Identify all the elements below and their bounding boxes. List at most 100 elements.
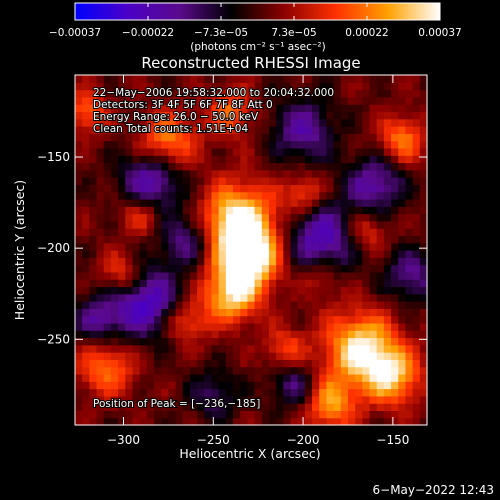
heatmap-cell — [312, 177, 320, 185]
heatmap-cell — [261, 352, 270, 360]
heatmap-cell — [175, 191, 184, 200]
heatmap-cell — [383, 155, 392, 164]
heatmap-cell — [276, 250, 284, 258]
heatmap-cell — [154, 206, 162, 215]
heatmap-cell — [197, 410, 205, 419]
heatmap-cell — [168, 206, 177, 215]
heatmap-cell — [96, 111, 105, 120]
heatmap-cell — [347, 133, 356, 142]
heatmap-cell — [254, 250, 263, 258]
heatmap-cell — [247, 89, 256, 98]
heatmap-cell — [211, 82, 220, 91]
annotation-clean-counts: Clean Total counts: 1.51E+04 — [93, 123, 248, 135]
heatmap-cell — [110, 359, 119, 368]
heatmap-cell — [412, 133, 421, 142]
heatmap-cell — [139, 133, 148, 142]
heatmap-cell — [326, 177, 335, 185]
heatmap-cell — [362, 395, 371, 404]
heatmap-cell — [333, 344, 342, 353]
heatmap-cell — [96, 133, 105, 142]
heatmap-cell — [304, 220, 313, 229]
heatmap-cell — [168, 184, 177, 193]
heatmap-cell — [103, 228, 112, 237]
heatmap-cell — [276, 111, 284, 120]
heatmap-cell — [391, 82, 399, 91]
heatmap-cell — [182, 403, 191, 412]
heatmap-cell — [146, 403, 155, 412]
heatmap-cell — [326, 133, 335, 142]
heatmap-cell — [247, 308, 256, 317]
heatmap-cell — [304, 184, 313, 193]
heatmap-cell — [82, 271, 90, 280]
heatmap-cell — [240, 257, 248, 266]
heatmap-cell — [398, 373, 407, 382]
heatmap-cell — [290, 301, 299, 309]
heatmap-cell — [132, 111, 141, 120]
heatmap-cell — [240, 177, 248, 185]
heatmap-cell — [376, 184, 385, 193]
heatmap-cell — [161, 147, 169, 156]
heatmap-cell — [75, 293, 83, 302]
heatmap-cell — [347, 352, 356, 360]
heatmap-cell — [319, 213, 328, 222]
heatmap-cell — [197, 322, 205, 331]
heatmap-cell — [376, 111, 385, 120]
heatmap-cell — [304, 198, 313, 207]
heatmap-cell — [132, 96, 141, 105]
heatmap-cell — [161, 337, 169, 346]
heatmap-cell — [340, 147, 349, 156]
heatmap-cell — [110, 366, 119, 375]
heatmap-cell — [419, 315, 428, 324]
heatmap-cell — [254, 337, 263, 346]
heatmap-cell — [225, 366, 234, 375]
heatmap-cell — [376, 388, 385, 397]
heatmap-cell — [82, 322, 90, 331]
heatmap-cell — [103, 279, 112, 288]
heatmap-cell — [261, 213, 270, 222]
heatmap-cell — [154, 417, 162, 426]
heatmap-cell — [247, 352, 256, 360]
heatmap-cell — [355, 293, 363, 302]
heatmap-cell — [419, 257, 428, 266]
heatmap-cell — [154, 322, 162, 331]
heatmap-cell — [75, 82, 83, 91]
heatmap-cell — [75, 308, 83, 317]
heatmap-cell — [82, 250, 90, 258]
heatmap-cell — [340, 75, 349, 83]
heatmap-cell — [347, 206, 356, 215]
heatmap-cell — [89, 315, 98, 324]
heatmap-cell — [297, 395, 306, 404]
heatmap-cell — [182, 257, 191, 266]
heatmap-cell — [376, 235, 385, 244]
heatmap-cell — [419, 126, 428, 134]
heatmap-cell — [405, 177, 414, 185]
heatmap-cell — [139, 104, 148, 113]
heatmap-cell — [154, 220, 162, 229]
heatmap-cell — [175, 264, 184, 273]
heatmap-cell — [89, 264, 98, 273]
heatmap-cell — [312, 191, 320, 200]
heatmap-cell — [297, 104, 306, 113]
heatmap-cell — [268, 162, 277, 171]
heatmap-cell — [312, 162, 320, 171]
heatmap-cell — [290, 126, 299, 134]
heatmap-cell — [154, 264, 162, 273]
footer-timestamp: 6−May−2022 12:43 — [373, 483, 495, 497]
heatmap-cell — [340, 96, 349, 105]
heatmap-cell — [75, 235, 83, 244]
heatmap-cell — [175, 395, 184, 404]
heatmap-cell — [412, 206, 421, 215]
heatmap-cell — [233, 279, 241, 288]
heatmap-cell — [161, 111, 169, 120]
heatmap-cell — [175, 147, 184, 156]
heatmap-cell — [276, 177, 284, 185]
heatmap-cell — [197, 111, 205, 120]
heatmap-cell — [247, 213, 256, 222]
heatmap-cell — [297, 322, 306, 331]
annotation-energy-range: Energy Range: 26.0 − 50.0 keV — [93, 111, 259, 123]
heatmap-cell — [383, 293, 392, 302]
heatmap-cell — [118, 140, 126, 149]
heatmap-cell — [103, 352, 112, 360]
heatmap-cell — [283, 133, 292, 142]
heatmap-cell — [369, 177, 378, 185]
